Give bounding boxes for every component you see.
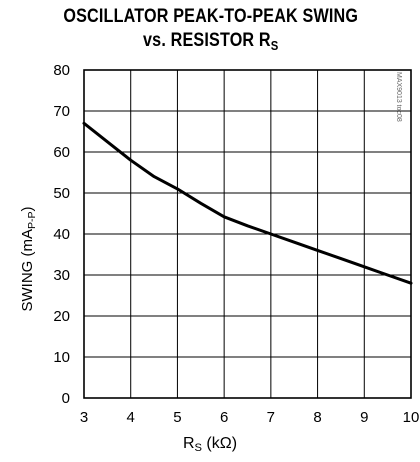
y-tick-label: 40 — [53, 226, 70, 243]
x-tick-label: 10 — [403, 409, 420, 426]
y-tick-label: 70 — [53, 103, 70, 120]
x-tick-label: 5 — [173, 409, 181, 426]
x-tick-label: 8 — [313, 409, 321, 426]
chart-title-line1-text: OSCILLATOR PEAK-TO-PEAK SWING — [63, 6, 359, 27]
chart-title-line2: vs. RESISTOR RS — [32, 30, 389, 53]
grid — [83, 69, 412, 399]
y-tick-label: 50 — [53, 185, 70, 202]
plot-frame — [83, 69, 412, 399]
x-tick-label: 6 — [220, 409, 228, 426]
y-tick-label: 10 — [53, 349, 70, 366]
chart-title-line1: OSCILLATOR PEAK-TO-PEAK SWING — [32, 6, 389, 28]
x-axis-label-rest: (kΩ) — [201, 435, 238, 452]
x-tick-label: 7 — [267, 409, 275, 426]
x-axis-label: RS (kΩ) — [0, 434, 420, 455]
y-tick-label: 30 — [53, 267, 70, 284]
x-axis-label-main: R — [182, 435, 195, 452]
x-tick-label: 3 — [80, 409, 88, 426]
series-layer — [82, 121, 413, 285]
chart-title-line2-text: vs. RESISTOR R — [143, 30, 271, 51]
x-tick-label: 9 — [360, 409, 368, 426]
y-tick-label: 0 — [62, 390, 70, 407]
y-tick-label: 20 — [53, 308, 70, 325]
y-tick-label: 80 — [53, 62, 70, 79]
y-tick-label: 60 — [53, 144, 70, 161]
series-line — [82, 121, 413, 285]
x-axis-label-subscript: S — [194, 442, 202, 455]
tick-labels: 3 4 5 6 7 8 9 10 0 10 20 30 40 50 60 70 80 — [53, 62, 419, 426]
chart-title-subscript: S — [270, 37, 279, 53]
x-tick-label: 4 — [127, 409, 135, 426]
